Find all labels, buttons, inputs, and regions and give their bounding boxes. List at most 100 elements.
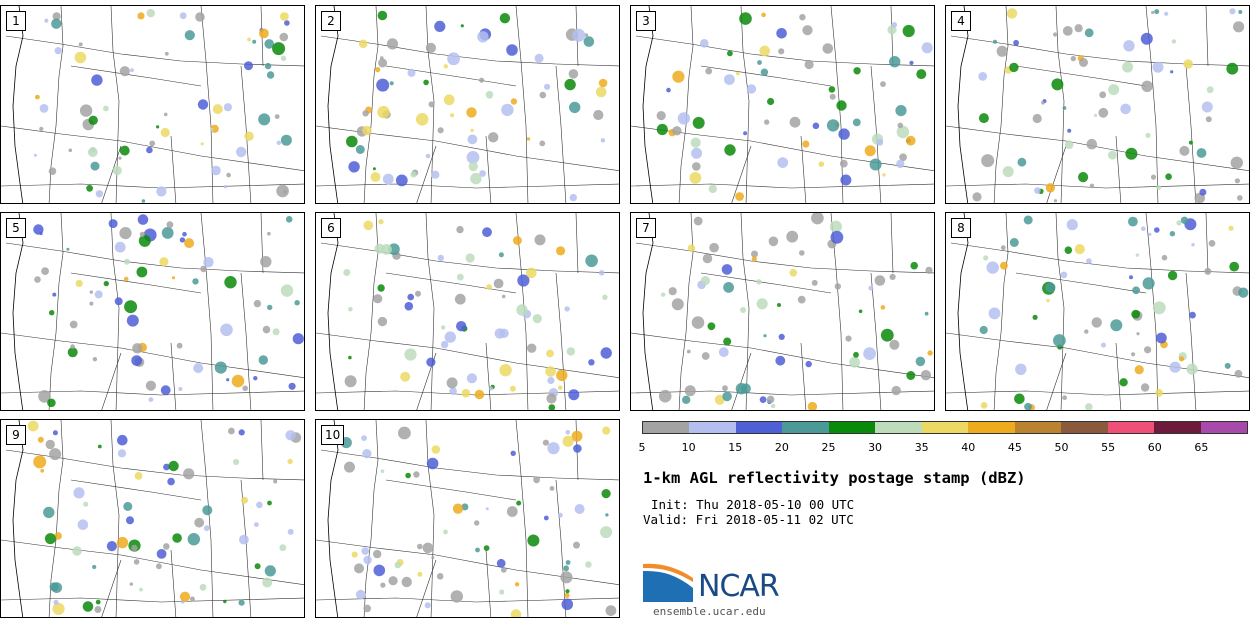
reflectivity-cell (882, 173, 886, 177)
reflectivity-cell (95, 190, 104, 198)
reflectivity-map (631, 6, 934, 203)
reflectivity-cell (460, 24, 464, 28)
map-boundary-line (316, 332, 619, 379)
reflectivity-cell (1002, 166, 1014, 178)
reflectivity-cell (456, 321, 467, 332)
map-boundary-line (635, 242, 934, 274)
reflectivity-cell (1099, 91, 1107, 99)
map-boundary-line (555, 272, 567, 410)
reflectivity-cell (386, 38, 399, 50)
reflectivity-cell (533, 476, 540, 484)
reflectivity-cell (106, 541, 117, 552)
colorbar-swatch (689, 422, 736, 433)
reflectivity-cell (241, 496, 249, 504)
reflectivity-cell (1128, 216, 1138, 227)
colorbar-swatch (643, 422, 690, 433)
reflectivity-cell (407, 68, 416, 77)
reflectivity-cell (777, 157, 789, 169)
reflectivity-cell (112, 165, 122, 176)
reflectivity-cell (94, 290, 103, 299)
reflectivity-cell (431, 445, 441, 454)
reflectivity-cell (797, 295, 806, 304)
reflectivity-cell (598, 78, 608, 88)
reflectivity-cell (981, 154, 995, 168)
reflectivity-cell (499, 364, 512, 377)
reflectivity-cell (242, 385, 248, 392)
reflectivity-cell (916, 69, 927, 80)
reflectivity-cell (404, 301, 414, 311)
reflectivity-cell (474, 520, 480, 526)
reflectivity-cell (280, 55, 287, 61)
reflectivity-cell (363, 555, 372, 565)
map-boundary-line (110, 213, 120, 410)
reflectivity-cell (838, 128, 850, 140)
reflectivity-cell (656, 123, 668, 136)
reflectivity-cell (880, 81, 886, 87)
member-number-label: 7 (636, 218, 656, 238)
reflectivity-cell (444, 331, 456, 343)
reflectivity-cell (822, 43, 834, 54)
reflectivity-cell (1091, 317, 1102, 328)
reflectivity-cell (238, 429, 245, 436)
reflectivity-cell (362, 110, 369, 117)
map-boundary-line (70, 479, 202, 501)
reflectivity-cell (1015, 363, 1027, 375)
reflectivity-cell (605, 605, 617, 616)
reflectivity-cell (569, 101, 581, 114)
colorbar-tick-label: 40 (961, 441, 976, 454)
reflectivity-cell (456, 273, 464, 281)
reflectivity-cell (802, 140, 810, 148)
reflectivity-cell (377, 316, 388, 327)
reflectivity-cell (721, 264, 733, 275)
map-boundary-line (631, 332, 934, 379)
reflectivity-cell (94, 606, 102, 613)
reflectivity-cell (220, 323, 233, 337)
reflectivity-cell (560, 571, 573, 584)
reflectivity-cell (1009, 62, 1019, 73)
reflectivity-cell (244, 61, 253, 71)
reflectivity-cell (1074, 244, 1085, 255)
map-boundary-line (946, 332, 1249, 379)
reflectivity-cell (488, 132, 499, 143)
reflectivity-cell (156, 186, 167, 197)
reflectivity-cell (132, 343, 143, 354)
reflectivity-cell (287, 458, 293, 465)
reflectivity-cell (1089, 183, 1095, 189)
reflectivity-cell (161, 227, 174, 239)
reflectivity-cell (671, 298, 684, 311)
colorbar-tick-label: 10 (681, 441, 696, 454)
reflectivity-cell (1150, 174, 1157, 180)
reflectivity-cell (1180, 216, 1189, 224)
reflectivity-cell (193, 363, 204, 374)
reflectivity-cell (434, 20, 446, 32)
reflectivity-cell (1176, 220, 1182, 226)
reflectivity-cell (539, 91, 547, 99)
map-boundary-line (240, 65, 252, 203)
reflectivity-cell (1208, 240, 1216, 247)
reflectivity-cell (166, 221, 174, 229)
reflectivity-cell (740, 307, 746, 313)
reflectivity-cell (1178, 356, 1185, 362)
reflectivity-cell (672, 70, 685, 83)
reflectivity-cell (253, 376, 258, 381)
reflectivity-cell (117, 449, 127, 458)
reflectivity-cell (184, 30, 195, 41)
colorbar-swatch (1061, 422, 1108, 433)
reflectivity-cell (33, 224, 44, 235)
reflectivity-cell (52, 12, 61, 21)
colorbar-tick-label: 30 (868, 441, 883, 454)
reflectivity-cell (95, 599, 101, 605)
reflectivity-cell (377, 105, 390, 119)
reflectivity-cell (583, 36, 595, 47)
reflectivity-cell (264, 39, 275, 49)
reflectivity-cell (869, 158, 882, 171)
reflectivity-map (1, 213, 304, 410)
reflectivity-cell (137, 12, 145, 20)
reflectivity-cell (527, 343, 537, 353)
reflectivity-cell (70, 344, 75, 349)
reflectivity-cell (1129, 275, 1133, 280)
reflectivity-cell (736, 71, 740, 76)
reflectivity-cell (876, 138, 884, 146)
reflectivity-cell (92, 564, 97, 570)
reflectivity-cell (718, 347, 729, 358)
